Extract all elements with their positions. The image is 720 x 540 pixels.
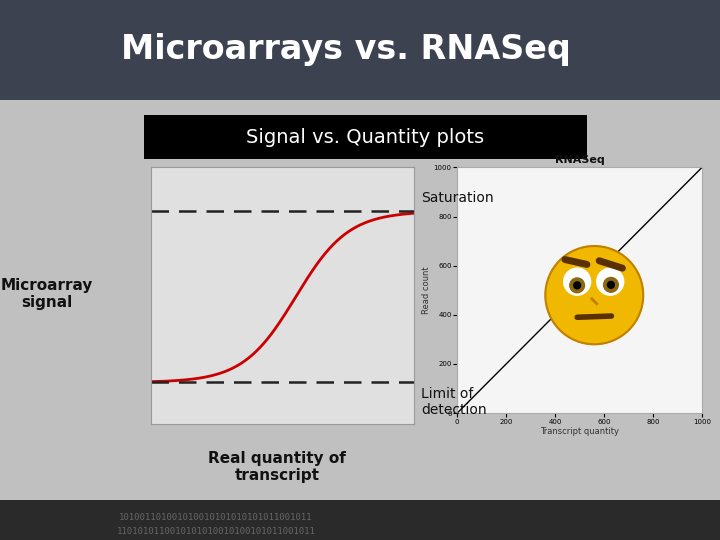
Text: Microarray
signal: Microarray signal (1, 278, 93, 310)
Text: Saturation: Saturation (421, 191, 494, 205)
Circle shape (608, 281, 614, 288)
X-axis label: Transcript quantity: Transcript quantity (540, 428, 619, 436)
Circle shape (545, 246, 643, 345)
Circle shape (603, 278, 618, 292)
Text: 1101010110010101010010100101011001011: 1101010110010101010010100101011001011 (117, 528, 315, 536)
Text: Real quantity of
transcript: Real quantity of transcript (208, 451, 346, 483)
Circle shape (564, 268, 590, 295)
Text: Signal vs. Quantity plots: Signal vs. Quantity plots (246, 127, 485, 147)
Text: 101001101001010010101010101011001011: 101001101001010010101010101011001011 (120, 513, 312, 522)
Text: Microarrays vs. RNASeq: Microarrays vs. RNASeq (121, 33, 570, 66)
Circle shape (574, 282, 580, 289)
Circle shape (570, 278, 585, 293)
Title: RNASeq: RNASeq (554, 155, 605, 165)
Text: Limit of
detection: Limit of detection (421, 387, 487, 417)
Y-axis label: Read count: Read count (422, 266, 431, 314)
Circle shape (597, 268, 624, 295)
